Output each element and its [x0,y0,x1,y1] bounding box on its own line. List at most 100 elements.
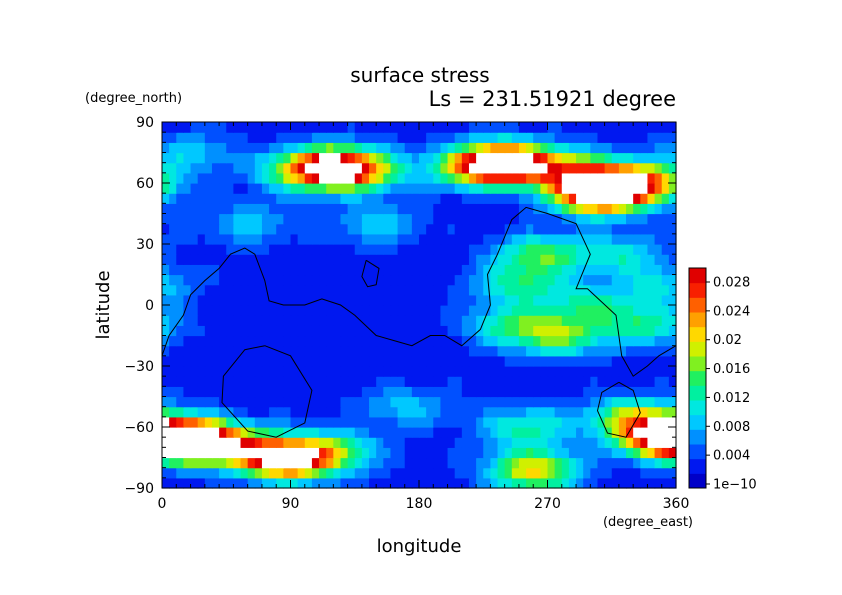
heatmap-cell [554,193,563,204]
heatmap-cell [511,254,520,265]
heatmap-cell [626,152,634,164]
heatmap-cell [176,223,185,235]
heatmap-cell [390,427,399,438]
heatmap-cell [419,294,427,306]
heatmap-cell [518,142,527,154]
heatmap-cell [583,162,591,174]
heatmap-cell [504,142,513,154]
heatmap-cell [354,142,363,154]
heatmap-cell [176,213,185,225]
heatmap-cell [454,213,463,225]
heatmap-cell [361,233,370,245]
heatmap-cell [297,183,306,194]
heatmap-cell [276,396,284,408]
heatmap-cell [261,457,270,469]
heatmap-cell [304,213,313,225]
heatmap-cell [261,406,270,418]
heatmap-cell [433,254,442,265]
heatmap-cell [526,305,534,316]
heatmap-cell [647,467,656,479]
heatmap-cell [476,305,484,316]
heatmap-cell [604,467,613,479]
heatmap-cell [269,233,277,245]
heatmap-cell [319,254,327,265]
heatmap-cell [576,386,584,398]
heatmap-cell [476,437,484,448]
heatmap-cell [169,264,177,276]
heatmap-cell [497,132,506,143]
heatmap-cell [176,183,185,194]
heatmap-cell [204,355,213,367]
heatmap-cell [526,457,534,469]
heatmap-cell [604,264,613,276]
heatmap-cell [504,223,513,235]
heatmap-cell [311,396,320,408]
heatmap-cell [261,345,270,357]
heatmap-cell [254,152,263,164]
heatmap-cell [668,376,677,387]
heatmap-cell [668,264,677,276]
heatmap-cell [211,335,220,347]
heatmap-cell [504,203,513,215]
heatmap-cell [304,132,313,143]
heatmap-cell [618,203,627,215]
heatmap-cell [426,396,434,408]
heatmap-cell [404,355,413,367]
heatmap-cell [254,193,263,204]
heatmap-cell [183,213,192,225]
heatmap-cell [626,427,634,438]
heatmap-cell [640,376,649,387]
heatmap-cell [254,406,263,418]
heatmap-cell [247,244,256,255]
heatmap-cell [169,437,177,448]
heatmap-cell [604,294,613,306]
heatmap-cell [190,152,199,164]
heatmap-cell [568,366,577,377]
heatmap-cell [626,223,634,235]
heatmap-cell [162,467,170,479]
heatmap-cell [433,274,442,286]
heatmap-cell [483,274,491,286]
heatmap-cell [304,223,313,235]
heatmap-cell [604,396,613,408]
heatmap-cell [290,416,299,428]
heatmap-cell [476,132,484,143]
heatmap-cell [568,142,577,154]
heatmap-cell [468,386,477,398]
heatmap-cell [297,325,306,337]
heatmap-cell [369,406,377,418]
heatmap-cell [411,335,420,347]
heatmap-cell [590,305,599,316]
heatmap-cell [190,406,199,418]
heatmap-cell [190,355,199,367]
heatmap-cell [654,467,663,479]
heatmap-cell [633,223,641,235]
heatmap-cell [247,467,256,479]
heatmap-cell [547,345,556,357]
heatmap-cell [169,447,177,459]
heatmap-cell [354,427,363,438]
heatmap-cell [526,172,534,184]
heatmap-cell [226,315,234,326]
heatmap-cell [511,477,520,489]
heatmap-cell [240,396,249,408]
heatmap-cell [369,355,377,367]
heatmap-cell [269,447,277,459]
heatmap-cell [611,396,620,408]
heatmap-cell [319,122,327,133]
heatmap-cell [411,244,420,255]
heatmap-cell [661,294,670,306]
heatmap-cell [162,274,170,286]
heatmap-cell [297,335,306,347]
heatmap-cell [511,162,520,174]
heatmap-cell [319,152,327,164]
heatmap-cell [476,122,484,133]
heatmap-cell [633,294,641,306]
heatmap-cell [340,386,349,398]
heatmap-cell [461,183,470,194]
heatmap-cell [204,142,213,154]
heatmap-cell [219,274,227,286]
heatmap-cell [361,223,370,235]
heatmap-cell [319,416,327,428]
heatmap-cell [376,172,384,184]
